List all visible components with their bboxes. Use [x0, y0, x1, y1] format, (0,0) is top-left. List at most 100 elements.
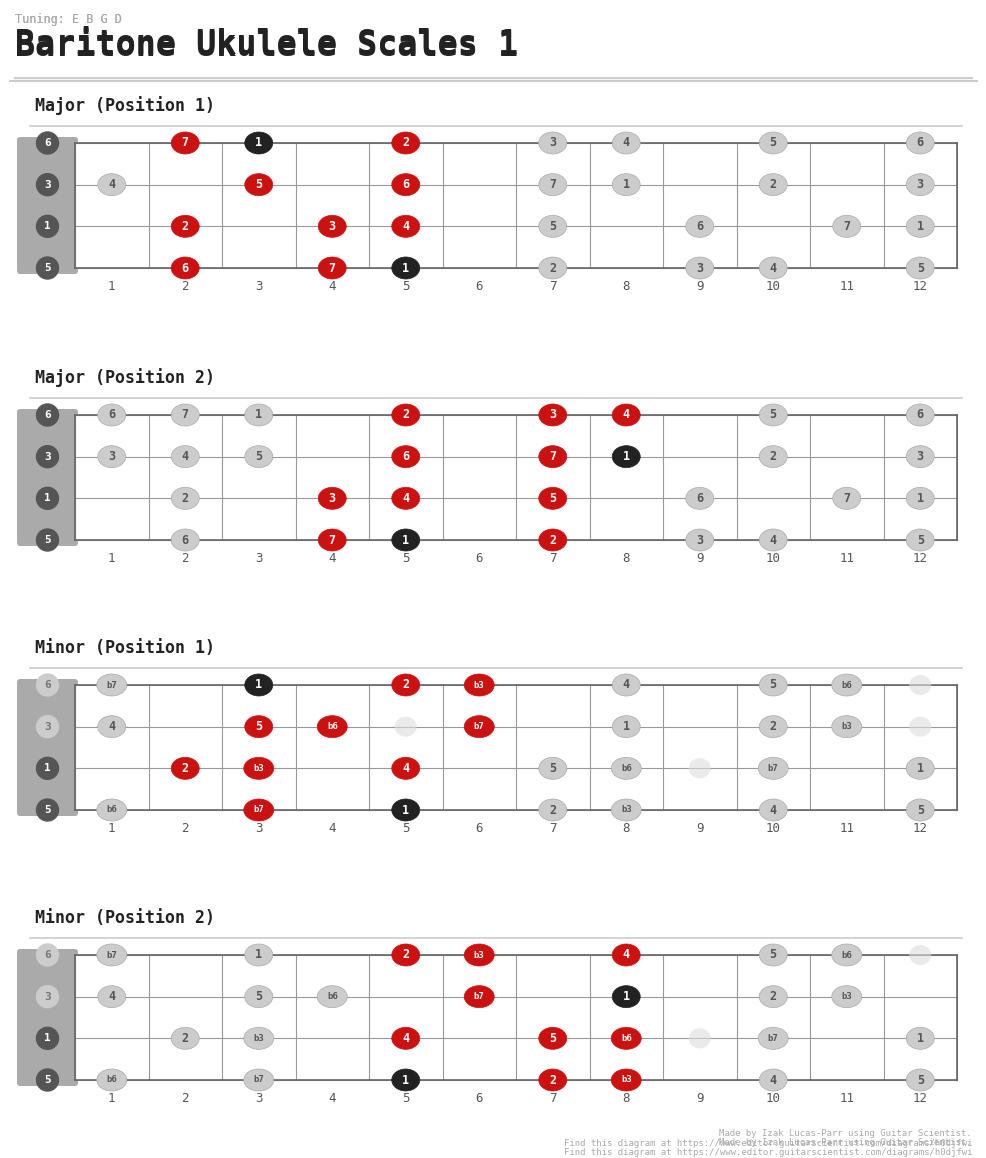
- Text: 3: 3: [44, 991, 51, 1002]
- Ellipse shape: [245, 404, 272, 426]
- Ellipse shape: [758, 1069, 787, 1091]
- Text: 5: 5: [44, 535, 51, 545]
- Circle shape: [36, 985, 58, 1007]
- Text: 1: 1: [255, 137, 262, 149]
- Text: 1: 1: [107, 279, 115, 293]
- Text: b3: b3: [620, 1076, 631, 1085]
- Circle shape: [36, 944, 58, 966]
- Ellipse shape: [610, 757, 641, 779]
- Ellipse shape: [758, 446, 787, 468]
- Text: 2: 2: [769, 990, 776, 1003]
- Ellipse shape: [831, 674, 861, 696]
- Ellipse shape: [97, 799, 126, 821]
- Text: 7: 7: [328, 534, 335, 547]
- Text: 4: 4: [328, 551, 335, 564]
- Ellipse shape: [172, 446, 199, 468]
- Ellipse shape: [538, 1027, 566, 1049]
- Text: 3: 3: [254, 551, 262, 564]
- Ellipse shape: [758, 985, 787, 1007]
- Text: 2: 2: [401, 948, 409, 961]
- Text: 12: 12: [912, 1092, 927, 1105]
- Text: 4: 4: [622, 679, 629, 691]
- Ellipse shape: [245, 716, 272, 738]
- FancyBboxPatch shape: [17, 950, 78, 1086]
- Text: b6: b6: [106, 806, 117, 814]
- Text: 3: 3: [328, 492, 335, 505]
- Text: 3: 3: [44, 179, 51, 190]
- Text: 5: 5: [401, 551, 409, 564]
- Ellipse shape: [905, 488, 934, 510]
- Text: b6: b6: [840, 681, 851, 689]
- Ellipse shape: [317, 529, 346, 551]
- Text: 2: 2: [401, 679, 409, 691]
- Text: 2: 2: [401, 137, 409, 149]
- Ellipse shape: [610, 1027, 641, 1049]
- Ellipse shape: [758, 257, 787, 279]
- Polygon shape: [20, 412, 75, 543]
- Text: 11: 11: [838, 279, 854, 293]
- FancyBboxPatch shape: [17, 679, 78, 816]
- Text: 6: 6: [181, 262, 188, 274]
- Circle shape: [36, 1027, 58, 1049]
- Circle shape: [36, 132, 58, 154]
- Text: 7: 7: [548, 1092, 556, 1105]
- Ellipse shape: [905, 1027, 934, 1049]
- Text: b6: b6: [620, 764, 631, 772]
- Text: 1: 1: [622, 178, 629, 191]
- Text: 10: 10: [765, 551, 780, 564]
- Text: 2: 2: [181, 821, 188, 835]
- Text: b7: b7: [473, 992, 484, 1002]
- Text: 5: 5: [255, 450, 262, 463]
- Text: b6: b6: [840, 951, 851, 960]
- Polygon shape: [20, 140, 75, 271]
- Ellipse shape: [463, 716, 494, 738]
- Ellipse shape: [172, 1027, 199, 1049]
- Ellipse shape: [685, 215, 713, 237]
- Text: 6: 6: [916, 409, 923, 422]
- Circle shape: [36, 215, 58, 237]
- Ellipse shape: [391, 1069, 419, 1091]
- Text: 7: 7: [842, 492, 850, 505]
- Ellipse shape: [905, 446, 934, 468]
- Text: b7: b7: [767, 1034, 778, 1043]
- Text: 4: 4: [769, 534, 776, 547]
- Text: b7: b7: [106, 951, 117, 960]
- Text: 4: 4: [401, 762, 409, 775]
- Ellipse shape: [831, 944, 861, 966]
- Text: 12: 12: [912, 551, 927, 564]
- Ellipse shape: [172, 529, 199, 551]
- Text: 9: 9: [695, 279, 703, 293]
- Text: 10: 10: [765, 279, 780, 293]
- Ellipse shape: [611, 132, 640, 154]
- Ellipse shape: [538, 529, 566, 551]
- Ellipse shape: [391, 529, 419, 551]
- Ellipse shape: [245, 674, 272, 696]
- Text: 4: 4: [769, 804, 776, 816]
- Text: b7: b7: [253, 1076, 264, 1085]
- Text: 4: 4: [622, 948, 629, 961]
- Polygon shape: [75, 415, 956, 540]
- Text: 9: 9: [695, 821, 703, 835]
- Ellipse shape: [758, 799, 787, 821]
- Text: 3: 3: [254, 821, 262, 835]
- Ellipse shape: [172, 132, 199, 154]
- Ellipse shape: [538, 215, 566, 237]
- Text: 6: 6: [475, 821, 482, 835]
- Ellipse shape: [98, 404, 125, 426]
- Text: 2: 2: [769, 450, 776, 463]
- Ellipse shape: [611, 716, 640, 738]
- FancyBboxPatch shape: [17, 137, 78, 274]
- Ellipse shape: [247, 175, 269, 195]
- Ellipse shape: [688, 217, 710, 236]
- Ellipse shape: [905, 757, 934, 779]
- Text: 5: 5: [548, 762, 556, 775]
- Text: 5: 5: [401, 279, 409, 293]
- Ellipse shape: [244, 799, 273, 821]
- Circle shape: [36, 174, 58, 196]
- Text: 1: 1: [401, 1073, 409, 1086]
- Ellipse shape: [463, 985, 494, 1007]
- Ellipse shape: [905, 174, 934, 196]
- Text: b7: b7: [253, 806, 264, 814]
- Text: 5: 5: [769, 679, 776, 691]
- Ellipse shape: [610, 799, 641, 821]
